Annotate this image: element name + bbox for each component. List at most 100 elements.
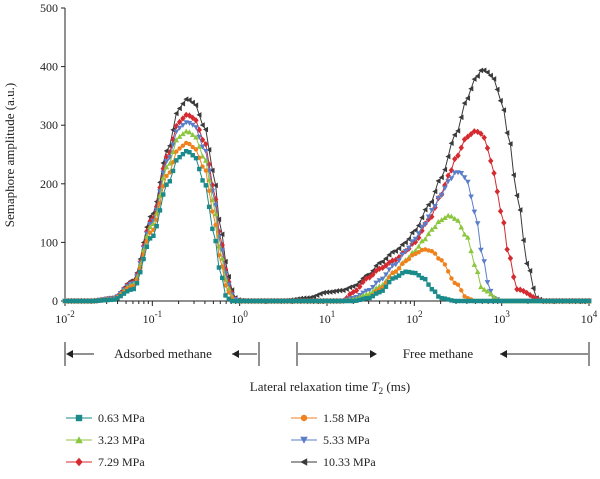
data-point <box>187 150 192 155</box>
data-point <box>183 96 189 102</box>
data-point <box>484 69 490 76</box>
data-point <box>448 213 455 219</box>
x-ticks: 10-2 10-1 100 101 102 103 104 <box>55 301 598 326</box>
data-point <box>399 252 406 258</box>
data-point <box>334 288 340 294</box>
data-point <box>233 298 238 304</box>
series-line <box>65 150 589 302</box>
data-point <box>387 279 392 285</box>
data-point <box>530 285 536 292</box>
data-point <box>163 164 170 170</box>
x-axis-label: Lateral relaxation time T2 (ms) <box>250 379 410 396</box>
data-point <box>190 153 195 158</box>
data-point <box>203 126 209 133</box>
data-point <box>173 129 180 135</box>
data-point <box>510 172 516 178</box>
data-point <box>455 217 461 223</box>
data-point <box>317 290 323 297</box>
data-point <box>426 248 431 253</box>
data-point <box>481 259 487 265</box>
data-point <box>72 298 78 304</box>
data-point <box>219 231 225 238</box>
data-point <box>269 298 274 304</box>
legend-label: 5.33 MPa <box>323 433 370 447</box>
data-point <box>62 298 68 304</box>
data-point <box>445 179 451 185</box>
data-point <box>547 298 552 304</box>
data-point <box>432 203 438 209</box>
data-point <box>409 239 415 245</box>
x-tick-exponent: 2 <box>418 309 423 319</box>
data-point <box>209 181 216 189</box>
data-point <box>337 287 343 294</box>
data-point <box>357 283 363 290</box>
series-7-29-mpa <box>62 111 592 305</box>
data-point <box>203 183 209 188</box>
x-tick-label: 101 <box>319 309 336 326</box>
data-point <box>419 247 425 253</box>
data-point <box>481 286 487 292</box>
data-point <box>285 298 290 304</box>
series-layer <box>62 67 592 305</box>
data-point <box>432 188 438 195</box>
data-point <box>452 298 457 304</box>
data-point <box>366 274 373 281</box>
x-tick-exponent: 0 <box>243 309 248 319</box>
data-point <box>239 298 245 304</box>
series-line <box>65 121 589 302</box>
data-point <box>478 130 484 137</box>
data-point <box>334 298 340 304</box>
data-point <box>160 175 167 181</box>
data-point <box>144 227 150 235</box>
data-point <box>164 182 169 187</box>
data-point <box>341 298 346 304</box>
data-point <box>196 143 203 149</box>
data-point <box>225 273 231 280</box>
data-point <box>177 154 182 160</box>
x-tick-base: 10 <box>55 312 67 326</box>
data-point <box>413 251 418 257</box>
y-axis-label: Semaphore amplitude (a.u.) <box>2 83 17 227</box>
data-point <box>419 214 425 221</box>
data-point <box>151 227 156 233</box>
data-point <box>403 258 408 264</box>
data-point <box>160 165 166 172</box>
data-point <box>390 276 395 281</box>
data-point <box>406 269 412 275</box>
data-point <box>429 198 434 205</box>
data-point <box>298 298 303 304</box>
data-point <box>125 289 130 294</box>
x-tick-label: 103 <box>493 309 510 326</box>
data-point <box>209 167 215 174</box>
data-point <box>432 289 438 294</box>
x-axis-label-var: T <box>371 379 379 394</box>
data-point <box>550 298 556 304</box>
data-point <box>295 298 300 304</box>
data-point <box>364 296 369 301</box>
data-point <box>370 293 376 299</box>
data-point <box>236 298 241 304</box>
data-point <box>576 298 582 304</box>
data-point <box>445 297 451 302</box>
data-point <box>429 208 435 214</box>
data-point <box>386 267 393 273</box>
data-point <box>544 298 549 304</box>
data-point <box>393 269 398 274</box>
x-axis-label-main: Lateral relaxation time <box>250 379 372 394</box>
data-point <box>203 168 209 173</box>
data-point <box>465 179 471 185</box>
data-point <box>383 255 389 262</box>
data-point <box>186 97 192 103</box>
data-point <box>534 298 539 304</box>
data-point <box>451 170 458 176</box>
x-tick-exponent: 4 <box>593 309 598 319</box>
data-point <box>471 209 478 215</box>
data-point <box>498 298 503 304</box>
data-point <box>115 296 120 301</box>
data-point <box>186 129 193 135</box>
data-point <box>95 298 100 303</box>
data-point <box>510 273 517 281</box>
data-point <box>416 273 421 278</box>
data-point <box>438 192 445 198</box>
data-point <box>363 288 370 294</box>
